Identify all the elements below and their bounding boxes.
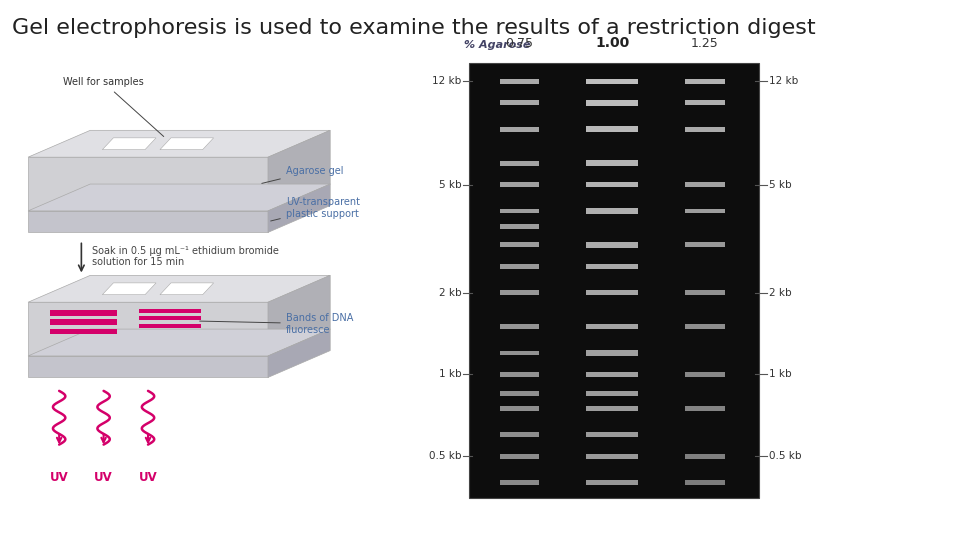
Bar <box>500 161 539 166</box>
Bar <box>684 100 725 105</box>
Text: 2 kb: 2 kb <box>439 288 462 298</box>
Bar <box>684 208 725 213</box>
Polygon shape <box>28 211 268 232</box>
Bar <box>500 242 539 247</box>
Text: 5 kb: 5 kb <box>439 180 462 190</box>
Bar <box>587 372 638 377</box>
Bar <box>500 350 539 355</box>
Polygon shape <box>50 328 117 334</box>
Bar <box>500 224 539 229</box>
Polygon shape <box>160 138 214 150</box>
Text: 1.00: 1.00 <box>595 36 630 50</box>
Polygon shape <box>103 283 156 295</box>
Bar <box>684 127 725 132</box>
Polygon shape <box>268 329 330 377</box>
Bar <box>684 242 725 247</box>
Polygon shape <box>28 329 330 356</box>
Polygon shape <box>28 275 330 302</box>
Polygon shape <box>28 130 330 157</box>
Bar <box>684 454 725 458</box>
Bar <box>587 100 638 105</box>
Bar <box>500 182 539 187</box>
Polygon shape <box>50 310 117 316</box>
Polygon shape <box>28 356 268 377</box>
Bar <box>587 208 638 214</box>
Text: Soak in 0.5 μg mL⁻¹ ethidium bromide
solution for 15 min: Soak in 0.5 μg mL⁻¹ ethidium bromide sol… <box>92 246 279 267</box>
Text: 1 kb: 1 kb <box>439 369 462 380</box>
Polygon shape <box>268 130 330 211</box>
Text: 0.5 kb: 0.5 kb <box>429 451 462 461</box>
Bar <box>587 126 638 132</box>
Bar <box>684 372 725 377</box>
Polygon shape <box>50 320 117 325</box>
Text: UV: UV <box>138 471 157 484</box>
Bar <box>500 372 539 377</box>
Bar <box>587 350 638 356</box>
Bar <box>500 291 539 295</box>
Polygon shape <box>28 184 330 211</box>
Bar <box>500 433 539 437</box>
Bar <box>500 127 539 132</box>
Bar <box>587 79 638 84</box>
Text: 12 kb: 12 kb <box>769 76 799 86</box>
Bar <box>587 160 638 166</box>
Bar <box>684 182 725 187</box>
Text: 0.5 kb: 0.5 kb <box>769 451 802 461</box>
Polygon shape <box>139 309 202 313</box>
Bar <box>500 392 539 396</box>
Text: UV: UV <box>94 471 113 484</box>
Text: Gel electrophoresis is used to examine the results of a restriction digest: Gel electrophoresis is used to examine t… <box>12 17 816 37</box>
Text: 2 kb: 2 kb <box>769 288 792 298</box>
Text: 12 kb: 12 kb <box>432 76 462 86</box>
Text: 5 kb: 5 kb <box>769 180 792 190</box>
Bar <box>587 264 638 269</box>
Polygon shape <box>28 157 268 211</box>
Polygon shape <box>268 184 330 232</box>
Text: 0.75: 0.75 <box>506 37 534 50</box>
Bar <box>500 454 539 458</box>
Bar <box>684 291 725 295</box>
Bar <box>587 454 638 459</box>
Bar <box>587 290 638 295</box>
Text: UV-transparent
plastic support: UV-transparent plastic support <box>271 198 360 221</box>
Bar <box>500 264 539 269</box>
Text: Agarose gel: Agarose gel <box>262 166 344 184</box>
Polygon shape <box>28 302 268 356</box>
Bar <box>587 406 638 411</box>
Polygon shape <box>103 138 156 150</box>
Polygon shape <box>139 316 202 321</box>
Bar <box>587 480 638 485</box>
Bar <box>587 182 638 187</box>
Text: UV: UV <box>50 471 68 484</box>
Bar <box>500 79 539 84</box>
Bar <box>500 208 539 213</box>
Bar <box>587 391 638 396</box>
Bar <box>684 406 725 411</box>
Text: % Agarose: % Agarose <box>465 40 531 50</box>
Text: Bands of DNA
fluoresce: Bands of DNA fluoresce <box>200 313 353 334</box>
Polygon shape <box>139 323 202 328</box>
Bar <box>500 480 539 485</box>
Bar <box>587 242 638 247</box>
Bar <box>468 63 758 498</box>
Bar <box>500 324 539 329</box>
Bar <box>500 406 539 411</box>
Bar <box>500 100 539 105</box>
Bar <box>684 480 725 485</box>
Polygon shape <box>268 275 330 356</box>
Text: Well for samples: Well for samples <box>63 77 164 137</box>
Text: 1 kb: 1 kb <box>769 369 792 380</box>
Text: 1.25: 1.25 <box>691 37 719 50</box>
Bar <box>684 79 725 84</box>
Bar <box>587 324 638 329</box>
Bar <box>587 432 638 437</box>
Bar <box>684 324 725 329</box>
Polygon shape <box>160 283 214 295</box>
